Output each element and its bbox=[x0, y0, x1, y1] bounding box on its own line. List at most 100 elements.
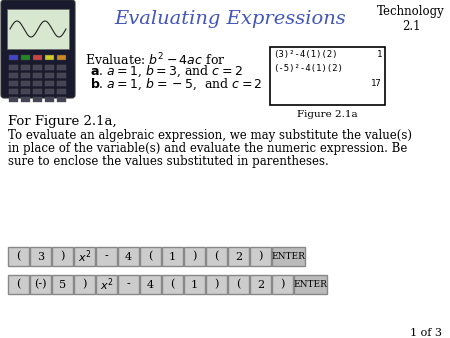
FancyBboxPatch shape bbox=[96, 275, 117, 294]
FancyBboxPatch shape bbox=[21, 97, 30, 102]
Text: $\mathbf{b}$. $a = 1$, $b = -5$,  and $c = 2$: $\mathbf{b}$. $a = 1$, $b = -5$, and $c … bbox=[90, 77, 263, 93]
Text: 1: 1 bbox=[191, 280, 198, 290]
FancyBboxPatch shape bbox=[33, 65, 42, 70]
FancyBboxPatch shape bbox=[9, 89, 18, 94]
Text: (-): (-) bbox=[34, 279, 47, 290]
FancyBboxPatch shape bbox=[7, 9, 69, 49]
FancyBboxPatch shape bbox=[21, 73, 30, 78]
FancyBboxPatch shape bbox=[74, 247, 95, 266]
FancyBboxPatch shape bbox=[270, 47, 385, 105]
FancyBboxPatch shape bbox=[8, 247, 29, 266]
FancyBboxPatch shape bbox=[21, 89, 30, 94]
FancyBboxPatch shape bbox=[57, 89, 66, 94]
Text: 3: 3 bbox=[37, 251, 44, 262]
Text: ENTER: ENTER bbox=[271, 252, 306, 261]
Text: Technology
2.1: Technology 2.1 bbox=[377, 5, 445, 33]
Text: 17: 17 bbox=[371, 79, 382, 88]
Text: sure to enclose the values substituted in parentheses.: sure to enclose the values substituted i… bbox=[8, 155, 329, 168]
Text: ): ) bbox=[192, 251, 197, 262]
FancyBboxPatch shape bbox=[30, 247, 51, 266]
FancyBboxPatch shape bbox=[140, 275, 161, 294]
FancyBboxPatch shape bbox=[33, 81, 42, 86]
Text: For Figure 2.1a,: For Figure 2.1a, bbox=[8, 115, 117, 128]
FancyBboxPatch shape bbox=[74, 275, 95, 294]
FancyBboxPatch shape bbox=[45, 97, 54, 102]
FancyBboxPatch shape bbox=[1, 0, 75, 98]
FancyBboxPatch shape bbox=[57, 97, 66, 102]
FancyBboxPatch shape bbox=[9, 73, 18, 78]
FancyBboxPatch shape bbox=[9, 97, 18, 102]
FancyBboxPatch shape bbox=[228, 275, 249, 294]
FancyBboxPatch shape bbox=[8, 275, 29, 294]
FancyBboxPatch shape bbox=[57, 81, 66, 86]
Text: 1: 1 bbox=[169, 251, 176, 262]
FancyBboxPatch shape bbox=[45, 89, 54, 94]
Text: ): ) bbox=[82, 279, 87, 290]
FancyBboxPatch shape bbox=[140, 247, 161, 266]
Text: in place of the variable(s) and evaluate the numeric expression. Be: in place of the variable(s) and evaluate… bbox=[8, 142, 407, 155]
FancyBboxPatch shape bbox=[9, 65, 18, 70]
FancyBboxPatch shape bbox=[52, 247, 73, 266]
FancyBboxPatch shape bbox=[9, 81, 18, 86]
FancyBboxPatch shape bbox=[162, 275, 183, 294]
Text: ): ) bbox=[214, 279, 219, 290]
FancyBboxPatch shape bbox=[9, 55, 18, 60]
Text: $x^2$: $x^2$ bbox=[78, 248, 91, 265]
FancyBboxPatch shape bbox=[294, 275, 327, 294]
Text: 1: 1 bbox=[377, 50, 382, 59]
Text: To evaluate an algebraic expression, we may substitute the value(s): To evaluate an algebraic expression, we … bbox=[8, 129, 412, 142]
Text: 4: 4 bbox=[147, 280, 154, 290]
FancyBboxPatch shape bbox=[272, 275, 293, 294]
Text: ): ) bbox=[258, 251, 263, 262]
FancyBboxPatch shape bbox=[184, 275, 205, 294]
FancyBboxPatch shape bbox=[96, 247, 117, 266]
Text: (: ( bbox=[170, 279, 175, 290]
Text: (-5)²-4(1)(2): (-5)²-4(1)(2) bbox=[273, 64, 343, 73]
Text: (: ( bbox=[16, 279, 21, 290]
FancyBboxPatch shape bbox=[118, 247, 139, 266]
Text: -: - bbox=[126, 280, 130, 290]
FancyBboxPatch shape bbox=[52, 275, 73, 294]
FancyBboxPatch shape bbox=[30, 275, 51, 294]
FancyBboxPatch shape bbox=[57, 65, 66, 70]
FancyBboxPatch shape bbox=[272, 247, 305, 266]
Text: $\mathbf{a}$. $a = 1$, $b = 3$, and $c = 2$: $\mathbf{a}$. $a = 1$, $b = 3$, and $c =… bbox=[90, 64, 243, 79]
Text: $x^2$: $x^2$ bbox=[100, 276, 113, 293]
FancyBboxPatch shape bbox=[33, 89, 42, 94]
Text: 1 of 3: 1 of 3 bbox=[410, 328, 442, 338]
FancyBboxPatch shape bbox=[33, 73, 42, 78]
FancyBboxPatch shape bbox=[162, 247, 183, 266]
FancyBboxPatch shape bbox=[206, 247, 227, 266]
Text: ): ) bbox=[280, 279, 285, 290]
Text: Evaluating Expressions: Evaluating Expressions bbox=[114, 10, 346, 28]
Text: 4: 4 bbox=[125, 251, 132, 262]
FancyBboxPatch shape bbox=[57, 73, 66, 78]
Text: 2: 2 bbox=[235, 251, 242, 262]
FancyBboxPatch shape bbox=[45, 65, 54, 70]
FancyBboxPatch shape bbox=[206, 275, 227, 294]
Text: ENTER: ENTER bbox=[293, 280, 328, 289]
Text: Evaluate: $b^2 - 4ac$ for: Evaluate: $b^2 - 4ac$ for bbox=[85, 52, 225, 69]
FancyBboxPatch shape bbox=[33, 55, 42, 60]
FancyBboxPatch shape bbox=[45, 73, 54, 78]
Text: ): ) bbox=[60, 251, 65, 262]
Text: 2: 2 bbox=[257, 280, 264, 290]
FancyBboxPatch shape bbox=[228, 247, 249, 266]
FancyBboxPatch shape bbox=[45, 55, 54, 60]
FancyBboxPatch shape bbox=[57, 55, 66, 60]
FancyBboxPatch shape bbox=[118, 275, 139, 294]
FancyBboxPatch shape bbox=[45, 81, 54, 86]
FancyBboxPatch shape bbox=[21, 55, 30, 60]
Text: (: ( bbox=[214, 251, 219, 262]
Text: (3)²-4(1)(2): (3)²-4(1)(2) bbox=[273, 50, 338, 59]
FancyBboxPatch shape bbox=[250, 275, 271, 294]
Text: 5: 5 bbox=[59, 280, 66, 290]
FancyBboxPatch shape bbox=[21, 65, 30, 70]
Text: (: ( bbox=[236, 279, 241, 290]
FancyBboxPatch shape bbox=[250, 247, 271, 266]
FancyBboxPatch shape bbox=[21, 81, 30, 86]
Text: (: ( bbox=[148, 251, 153, 262]
Text: -: - bbox=[104, 251, 108, 262]
FancyBboxPatch shape bbox=[33, 97, 42, 102]
FancyBboxPatch shape bbox=[184, 247, 205, 266]
